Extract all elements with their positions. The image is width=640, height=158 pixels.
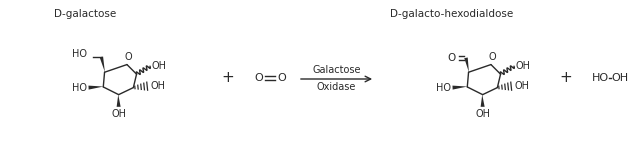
Text: +: + bbox=[221, 70, 234, 85]
Polygon shape bbox=[100, 57, 105, 72]
Text: Galactose: Galactose bbox=[312, 65, 361, 75]
Text: +: + bbox=[559, 70, 572, 85]
Text: D-galacto-hexodialdose: D-galacto-hexodialdose bbox=[390, 9, 513, 19]
Text: O: O bbox=[124, 52, 132, 62]
Text: OH: OH bbox=[516, 61, 531, 71]
Text: OH: OH bbox=[475, 109, 490, 119]
Text: OH: OH bbox=[515, 81, 530, 91]
Text: Oxidase: Oxidase bbox=[317, 82, 356, 92]
Polygon shape bbox=[116, 95, 120, 107]
Text: HO: HO bbox=[592, 73, 609, 83]
Text: OH: OH bbox=[611, 73, 628, 83]
Polygon shape bbox=[88, 86, 103, 90]
Polygon shape bbox=[481, 95, 484, 107]
Polygon shape bbox=[464, 58, 469, 72]
Text: HO: HO bbox=[72, 83, 86, 93]
Text: HO: HO bbox=[436, 83, 451, 93]
Polygon shape bbox=[452, 86, 467, 90]
Text: D-galactose: D-galactose bbox=[54, 9, 116, 19]
Text: O: O bbox=[254, 73, 263, 83]
Text: O: O bbox=[277, 73, 285, 83]
Text: OH: OH bbox=[152, 61, 167, 71]
Text: OH: OH bbox=[111, 109, 126, 119]
Text: O: O bbox=[488, 52, 496, 62]
Text: O: O bbox=[447, 53, 456, 63]
Text: OH: OH bbox=[151, 81, 166, 91]
Text: HO: HO bbox=[72, 49, 87, 59]
